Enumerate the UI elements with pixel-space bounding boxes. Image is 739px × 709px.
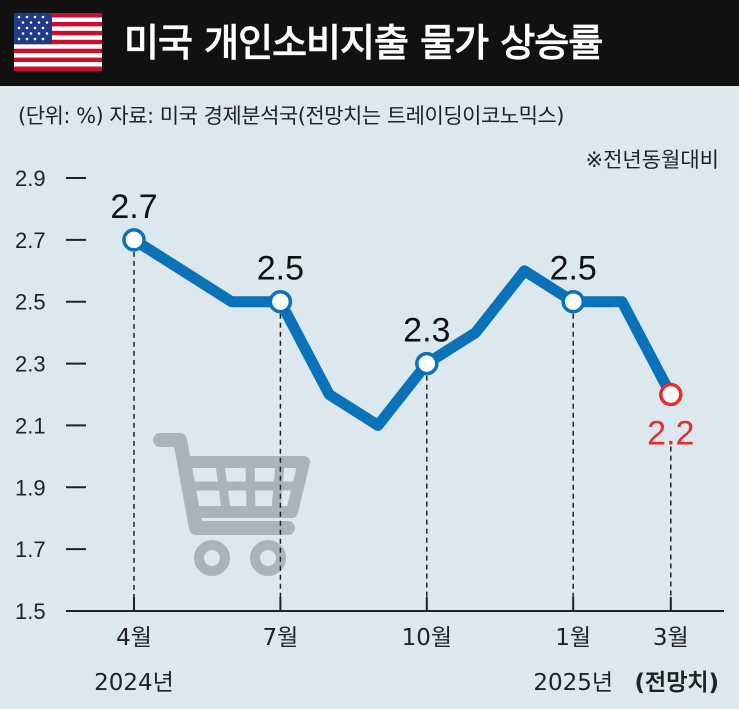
x-tick-label: 4월 (116, 625, 152, 651)
data-point (268, 289, 293, 314)
y-tick-label: 1.7 (15, 537, 46, 562)
x-tick-label: 10월 (402, 625, 452, 651)
data-label: 2.2 (647, 415, 694, 453)
x-tick-sublabel: 2024년 (94, 670, 174, 696)
guide-lines (133, 251, 672, 611)
chart-title: 미국 개인소비지출 물가 상승률 (124, 21, 603, 65)
data-points (122, 228, 683, 407)
x-tick-label: 3월 (653, 625, 689, 651)
source-line: (단위: %) 자료: 미국 경제분석국(전망치는 트레이딩이코노믹스) (18, 104, 564, 128)
y-tick-label: 1.9 (15, 475, 46, 500)
data-label: 2.5 (257, 250, 304, 288)
shopping-cart-icon (153, 433, 310, 576)
data-labels: 2.7 2.5 2.3 2.5 2.2 (110, 188, 694, 453)
header-bar: 미국 개인소비지출 물가 상승률 (0, 0, 739, 86)
data-label: 2.5 (550, 250, 597, 288)
y-tick-label: 2.7 (15, 228, 46, 253)
y-tick-label: 2.3 (15, 352, 46, 377)
forecast-point (659, 382, 683, 407)
y-tick-label: 1.5 (15, 599, 46, 624)
y-axis: 2.9 2.7 2.5 2.3 2.1 1.9 1.7 1.5 (15, 166, 724, 624)
data-label: 2.3 (403, 312, 450, 350)
data-label: 2.7 (110, 188, 157, 226)
x-tick-sublabel: 2025년 (533, 670, 613, 696)
comparison-note: ※전년동월대비 (585, 148, 719, 172)
y-tick-label: 2.1 (15, 413, 46, 438)
y-tick-label: 2.5 (15, 290, 46, 315)
data-point (561, 289, 585, 314)
x-tick-label: 7월 (263, 625, 299, 651)
us-flag-icon (14, 13, 102, 71)
data-point (122, 228, 146, 252)
x-tick-sublabel: (전망치) (635, 670, 720, 696)
x-axis: 4월 2024년 7월 10월 1월 2025년 3월 (전망치) (94, 597, 719, 696)
data-point (415, 351, 439, 376)
y-tick-label: 2.9 (15, 166, 46, 191)
x-tick-label: 1월 (555, 625, 591, 651)
